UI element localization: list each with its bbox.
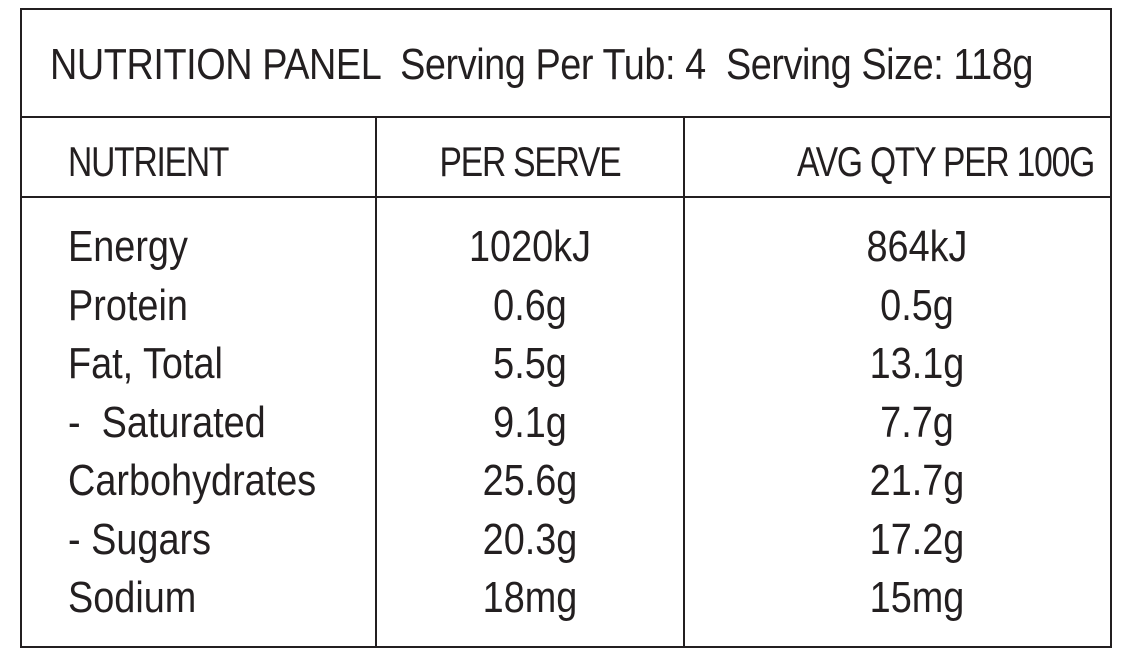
servings: Serving Per Tub: 4 <box>400 40 706 89</box>
value-cell: 0.5g <box>880 280 954 330</box>
column-header: AVG QTY PER 100G <box>797 138 1095 185</box>
nutrient-name: Protein <box>68 280 188 330</box>
nutrient-name: Sodium <box>68 573 197 622</box>
nutrient-name: Carbohydrates <box>68 456 317 505</box>
value-cell: 17.2g <box>869 514 965 564</box>
panel-title: NUTRITION PANEL Serving Per Tub: 4 Servi… <box>50 40 1033 90</box>
divider <box>22 116 1110 118</box>
value-cell: 864kJ <box>866 222 968 271</box>
value-cell: 21.7g <box>869 456 965 505</box>
value-cell: 7.7g <box>880 397 954 447</box>
value-cell: 20.3g <box>482 514 578 564</box>
nutrient-name: Energy <box>68 222 188 271</box>
nutrition-panel: NUTRITION PANEL Serving Per Tub: 4 Servi… <box>20 8 1112 648</box>
serving-size: Serving Size: 118g <box>725 40 1034 89</box>
nutrient-name: - Sugars <box>68 514 212 564</box>
value-cell: 5.5g <box>493 339 567 388</box>
value-cell: 0.6g <box>493 280 567 330</box>
column-header: NUTRIENT <box>68 138 229 185</box>
nutrient-name: Fat, Total <box>68 339 223 388</box>
value-cell: 15mg <box>869 573 965 622</box>
column-divider <box>683 116 685 646</box>
nutrient-name: - Saturated <box>68 397 266 447</box>
title: NUTRITION PANEL <box>50 40 380 89</box>
column-header: PER SERVE <box>439 138 622 185</box>
value-cell: 18mg <box>482 573 578 622</box>
value-cell: 1020kJ <box>468 222 592 271</box>
value-cell: 25.6g <box>482 456 578 505</box>
value-cell: 13.1g <box>869 339 965 388</box>
divider <box>22 196 1110 198</box>
column-divider <box>375 116 377 646</box>
value-cell: 9.1g <box>493 397 567 447</box>
